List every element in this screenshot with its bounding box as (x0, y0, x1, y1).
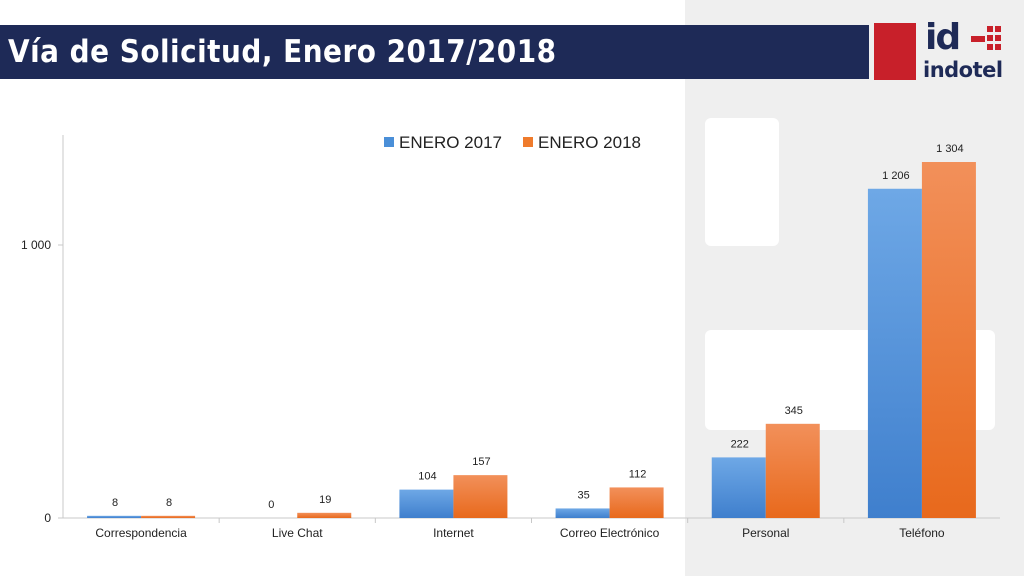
brand-red-square (874, 23, 916, 80)
data-label: 222 (731, 438, 749, 450)
bar-2017-2 (399, 489, 454, 518)
data-label: 1 206 (882, 170, 910, 182)
data-label: 0 (268, 499, 274, 511)
bar-2017-0 (87, 515, 142, 518)
bar-2018-2 (453, 475, 508, 518)
bar-2018-4 (765, 423, 820, 518)
x-tick-label: Correspondencia (95, 526, 187, 540)
bar-2017-4 (711, 457, 766, 518)
data-label: 8 (112, 497, 118, 509)
background-cutout (705, 118, 779, 246)
x-tick-label: Correo Electrónico (560, 526, 660, 540)
legend-swatch (523, 137, 533, 147)
bar-2018-1 (297, 512, 352, 518)
legend-swatch (384, 137, 394, 147)
page-title: Vía de Solicitud, Enero 2017/2018 (8, 34, 557, 70)
y-tick-label: 1 000 (21, 238, 51, 252)
x-tick-label: Teléfono (899, 526, 945, 540)
bar-2018-0 (141, 515, 196, 518)
bar-2018-5 (921, 162, 976, 518)
bar-2018-3 (609, 487, 664, 518)
logo-wordmark: indotel (923, 58, 1003, 82)
data-label: 104 (418, 471, 436, 483)
data-label: 112 (629, 468, 647, 480)
data-label: 8 (166, 497, 172, 509)
x-tick-label: Internet (433, 526, 474, 540)
logo-dots-icon (971, 26, 1001, 56)
legend-label: ENERO 2017 (399, 133, 502, 152)
x-tick-label: Live Chat (272, 526, 323, 540)
legend-label: ENERO 2018 (538, 133, 641, 152)
data-label: 1 304 (936, 143, 964, 155)
bar-2017-5 (867, 188, 922, 518)
logo-mark: id (925, 17, 961, 58)
x-tick-label: Personal (742, 526, 789, 540)
data-label: 35 (577, 489, 589, 501)
indotel-logo: id indotel (919, 17, 1009, 84)
data-label: 19 (319, 494, 331, 506)
data-label: 345 (785, 405, 803, 417)
bar-2017-3 (555, 508, 610, 518)
data-label: 157 (472, 456, 490, 468)
y-tick-label: 0 (44, 511, 51, 525)
title-bar (0, 25, 869, 79)
